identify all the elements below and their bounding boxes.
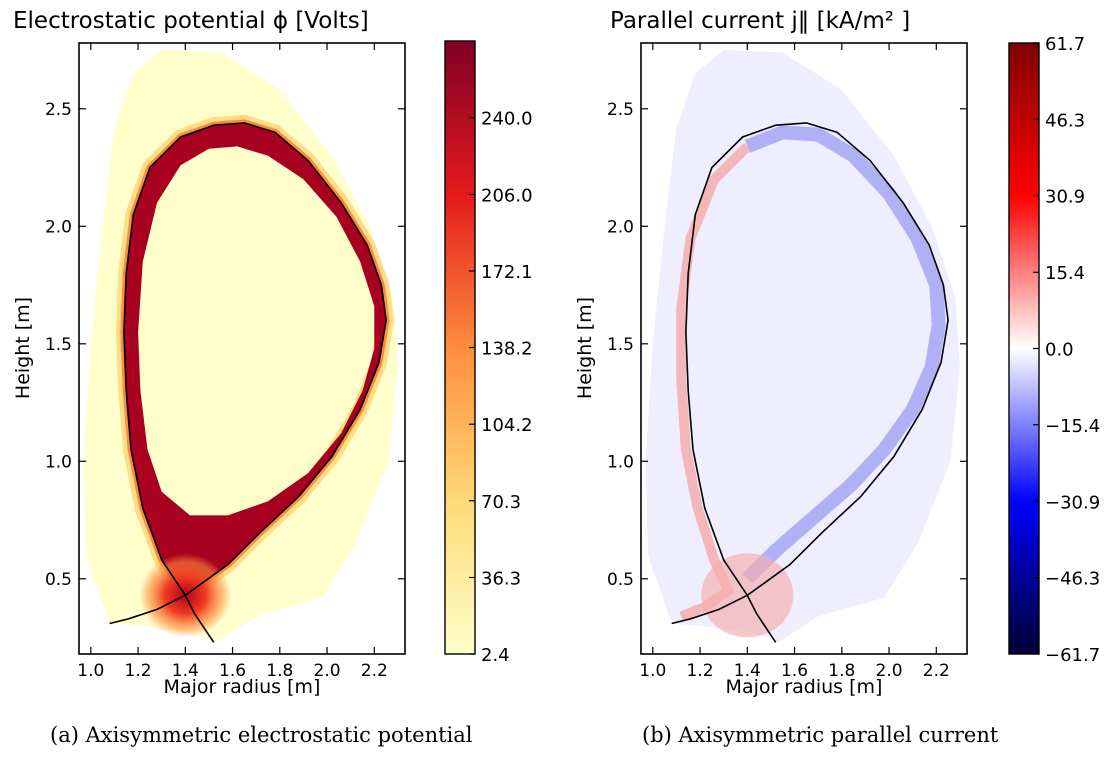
colorbar-tick-label: 104.2 (481, 415, 533, 436)
colorbar-labels-a: 2.4 36.3 70.3 104.2 138.2 172.1 206.0 240.0 (469, 109, 533, 666)
y-axis-label-a: Height [m] (12, 297, 34, 399)
axis-ticks-b (641, 43, 967, 654)
colorbar-tick-label: 138.2 (481, 339, 533, 360)
y-tick-label: 1.5 (45, 335, 72, 355)
y-tick-label: 1.5 (607, 335, 634, 355)
x-tick-labels-b: 1.0 1.2 1.4 1.6 1.8 2.0 2.2 (639, 661, 950, 681)
panel-b: 1.0 1.2 1.4 1.6 1.8 2.0 2.2 0.5 1.0 1.5 2.0 2.5 Ma… (574, 8, 1100, 747)
x-tick-label: 1.2 (687, 661, 714, 681)
x-axis-label-b: Major radius [m] (726, 676, 883, 698)
x-tick-label: 2.2 (361, 661, 388, 681)
axes-frame-a (78, 42, 406, 655)
y-tick-label: 0.5 (45, 570, 72, 590)
x-tick-label: 1.8 (266, 661, 293, 681)
divertor-leg-inner-b (671, 594, 748, 625)
y-tick-label: 2.0 (45, 217, 72, 237)
x-tick-label: 2.2 (923, 661, 950, 681)
colorbar-tick-label: 240.0 (481, 109, 533, 130)
colorbar-labels-b: −61.7 −46.3 −30.9 −15.4 0.0 15.4 30.9 46.3 61.7 (1033, 34, 1100, 666)
colorbar-tick-label: 70.3 (481, 492, 521, 513)
axis-ticks-a (79, 43, 405, 654)
x-tick-label: 1.0 (77, 661, 104, 681)
x-tick-label: 1.8 (828, 661, 855, 681)
x-tick-label: 1.4 (172, 661, 199, 681)
colorbar-tick-label: 46.3 (1045, 110, 1085, 131)
y-tick-label: 1.0 (45, 452, 72, 472)
x-tick-label: 2.0 (314, 661, 341, 681)
domain-b (645, 50, 960, 643)
colorbar-tick-label: 15.4 (1045, 263, 1085, 284)
divertor-leg-outer-a (184, 594, 215, 643)
y-tick-labels-a: 0.5 1.0 1.5 2.0 2.5 (45, 100, 72, 590)
x-tick-label: 2.0 (876, 661, 903, 681)
colorbar-tick-label: −46.3 (1045, 569, 1100, 590)
divertor-leg-inner-a (109, 594, 186, 625)
y-tick-label: 2.5 (607, 100, 634, 120)
colorbar-tick-label: 0.0 (1045, 340, 1074, 361)
x-tick-label: 1.2 (125, 661, 152, 681)
colorbar-tick-label: −30.9 (1045, 492, 1100, 513)
colorbar-tick-label: 61.7 (1045, 34, 1085, 55)
confined-ring-a (123, 122, 387, 596)
chart-title-a: Electrostatic potential ϕ [Volts] (13, 8, 369, 34)
colorbar-tick-label: 30.9 (1045, 187, 1085, 208)
panel-a: 1.0 1.2 1.4 1.6 1.8 2.0 2.2 0.5 1.0 1.5 2.0 2.5 Ma… (12, 8, 533, 747)
colorbar-tick-label: 36.3 (481, 568, 521, 589)
x-tick-label: 1.4 (734, 661, 761, 681)
y-tick-label: 2.0 (607, 217, 634, 237)
y-tick-labels-b: 0.5 1.0 1.5 2.0 2.5 (607, 100, 634, 590)
x-tick-labels-a: 1.0 1.2 1.4 1.6 1.8 2.0 2.2 (77, 661, 388, 681)
colorbar-tick-label: 172.1 (481, 262, 533, 283)
y-tick-label: 2.5 (45, 100, 72, 120)
chart-title-b: Parallel current j‖ [kA/m² ] (610, 8, 910, 34)
x-tick-label: 1.6 (219, 661, 246, 681)
caption-a: (a) Axisymmetric electrostatic potential (50, 723, 473, 747)
caption-b: (b) Axisymmetric parallel current (642, 723, 999, 747)
separatrix-a (123, 122, 387, 596)
x-tick-label: 1.6 (781, 661, 808, 681)
colorbar-tick-label: 206.0 (481, 185, 533, 206)
axes-frame-b (640, 42, 968, 655)
colorbar-tick-label: −15.4 (1045, 416, 1100, 437)
separatrix-b (685, 122, 949, 596)
outboard-negative-band-b (742, 125, 946, 584)
y-tick-label: 0.5 (607, 570, 634, 590)
x-axis-label-a: Major radius [m] (164, 676, 321, 698)
y-tick-label: 1.0 (607, 452, 634, 472)
colorbar-tick-label: 2.4 (481, 645, 510, 666)
y-axis-label-b: Height [m] (574, 297, 596, 399)
x-tick-label: 1.0 (639, 661, 666, 681)
colorbar-tick-label: −61.7 (1045, 645, 1100, 666)
divertor-leg-outer-b (746, 594, 777, 643)
